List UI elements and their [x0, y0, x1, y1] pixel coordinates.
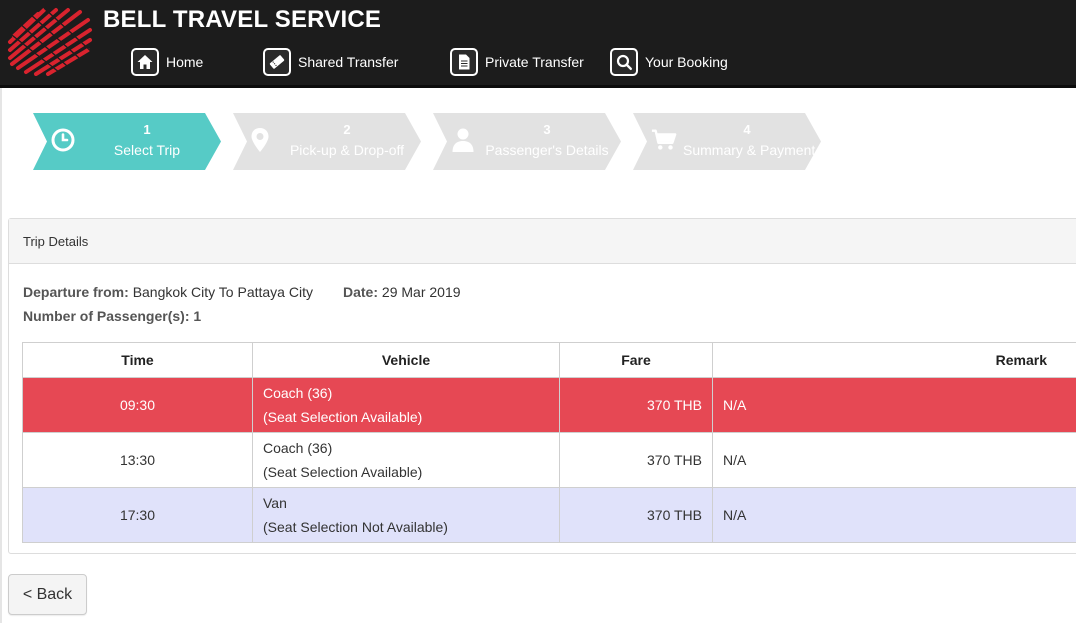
step-select-trip[interactable]: 1 Select Trip: [33, 113, 223, 170]
step-arrow-shape: [433, 113, 621, 170]
column-header-vehicle: Vehicle: [252, 342, 560, 378]
trip-time: 13:30: [22, 432, 253, 488]
step-arrow-shape: [633, 113, 821, 170]
seat-selection-note: (Seat Selection Available): [263, 409, 423, 425]
step-label: Select Trip: [113, 142, 181, 158]
trip-fare: 370 THB: [559, 432, 713, 488]
step-number: 1: [143, 122, 151, 137]
nav-your-booking[interactable]: Your Booking: [610, 47, 728, 77]
date-info: Date: 29 Mar 2019: [343, 284, 461, 300]
nav-private-transfer-label: Private Transfer: [485, 54, 584, 70]
date-label: Date:: [343, 284, 379, 300]
trip-time: 09:30: [22, 377, 253, 433]
back-button[interactable]: < Back: [8, 574, 87, 615]
departure-label: Departure from:: [23, 284, 129, 300]
table-row[interactable]: 13:30 Coach (36) (Seat Selection Availab…: [22, 432, 1076, 488]
ticket-icon: [263, 48, 291, 76]
site-brand-title: BELL TRAVEL SERVICE: [103, 6, 382, 33]
seat-selection-note: (Seat Selection Not Available): [263, 519, 448, 535]
table-row[interactable]: 17:30 Van (Seat Selection Not Available)…: [22, 487, 1076, 543]
step-arrow-shape: [33, 113, 221, 170]
cart-icon: [651, 125, 677, 155]
vehicle-name: Coach (36): [263, 440, 333, 456]
document-icon: [450, 48, 478, 76]
step-passenger-details[interactable]: 3 Passenger's Details: [433, 113, 623, 170]
nav-private-transfer[interactable]: Private Transfer: [450, 47, 584, 77]
trip-vehicle: Coach (36) (Seat Selection Available): [252, 432, 560, 488]
panel-title: Trip Details: [23, 234, 89, 249]
table-row[interactable]: 09:30 Coach (36) (Seat Selection Availab…: [22, 377, 1076, 433]
column-header-time: Time: [22, 342, 253, 378]
step-label: Summary & Payment: [683, 142, 816, 158]
nav-shared-transfer[interactable]: Shared Transfer: [263, 47, 398, 77]
trip-fare: 370 THB: [559, 377, 713, 433]
clock-icon: [50, 125, 76, 155]
date-value: 29 Mar 2019: [381, 284, 461, 300]
nav-your-booking-label: Your Booking: [645, 54, 728, 70]
trip-fare: 370 THB: [559, 487, 713, 543]
step-label: Passenger's Details: [485, 142, 609, 158]
search-icon: [610, 48, 638, 76]
passengers-value: 1: [193, 308, 202, 324]
bell-logo-icon[interactable]: [4, 2, 96, 76]
step-number: 2: [343, 122, 351, 137]
vehicle-name: Coach (36): [263, 385, 333, 401]
column-header-fare: Fare: [559, 342, 713, 378]
home-icon: [131, 48, 159, 76]
passengers-label: Number of Passenger(s):: [23, 308, 190, 324]
panel-header: Trip Details: [9, 219, 1076, 264]
nav-shared-transfer-label: Shared Transfer: [298, 54, 399, 70]
step-arrow-shape: [233, 113, 421, 170]
nav-home-label: Home: [166, 54, 204, 70]
trip-vehicle: Van (Seat Selection Not Available): [252, 487, 560, 543]
nav-home[interactable]: Home: [131, 47, 203, 77]
site-header: BELL TRAVEL SERVICE Home Shared Transfer…: [0, 0, 1076, 88]
column-header-remark: Remark: [712, 342, 1076, 378]
vehicle-name: Van: [263, 495, 287, 511]
trip-vehicle: Coach (36) (Seat Selection Available): [252, 377, 560, 433]
trip-remark: N/A: [712, 432, 1076, 488]
trip-time: 17:30: [22, 487, 253, 543]
step-summary-payment[interactable]: 4 Summary & Payment: [633, 113, 823, 170]
map-pin-icon: [247, 125, 273, 155]
departure-info: Departure from: Bangkok City To Pattaya …: [23, 284, 313, 300]
departure-value: Bangkok City To Pattaya City: [132, 284, 313, 300]
trip-remark: N/A: [712, 377, 1076, 433]
step-number: 4: [743, 122, 751, 137]
step-number: 3: [543, 122, 551, 137]
header-divider: [0, 85, 1076, 88]
trip-remark: N/A: [712, 487, 1076, 543]
trip-schedule-table: Time Vehicle Fare Remark 09:30 Coach (36…: [22, 342, 1076, 543]
table-header-row: Time Vehicle Fare Remark: [22, 342, 1076, 378]
seat-selection-note: (Seat Selection Available): [263, 464, 423, 480]
step-label: Pick-up & Drop-off: [289, 142, 405, 158]
passengers-info: Number of Passenger(s): 1: [23, 308, 201, 324]
user-icon: [450, 125, 476, 155]
step-pickup-dropoff[interactable]: 2 Pick-up & Drop-off: [233, 113, 423, 170]
